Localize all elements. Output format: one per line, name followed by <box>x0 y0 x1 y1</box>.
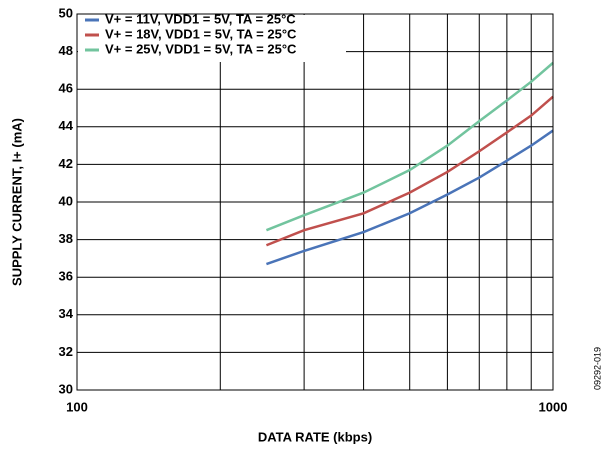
y-axis-title: SUPPLY CURRENT, I+ (mA) <box>9 118 24 286</box>
x-tick-label: 1000 <box>539 399 568 414</box>
y-tick-label: 40 <box>59 193 73 208</box>
line <box>266 129 554 266</box>
y-tick-label: 44 <box>59 118 74 133</box>
legend-label: V+ = 25V, VDD1 = 5V, TA = 25°C <box>105 41 297 56</box>
legend-label: V+ = 11V, VDD1 = 5V, TA = 25°C <box>105 11 296 26</box>
y-tick-label: 38 <box>59 231 73 246</box>
y-tick-label: 30 <box>59 381 73 396</box>
plot-frame <box>76 13 554 391</box>
y-tick-label: 48 <box>59 43 73 58</box>
x-axis-title: DATA RATE (kbps) <box>258 429 372 444</box>
line <box>265 95 554 247</box>
x-tick-label: 100 <box>66 399 88 414</box>
y-tick-label: 36 <box>59 269 73 284</box>
legend-box <box>78 15 346 62</box>
figure-id: 09292-019 <box>592 347 602 390</box>
y-tick-label: 50 <box>59 5 73 20</box>
line <box>265 61 554 232</box>
y-tick-label: 34 <box>59 306 74 321</box>
legend-label: V+ = 18V, VDD1 = 5V, TA = 25°C <box>105 26 297 41</box>
y-tick-label: 42 <box>59 156 73 171</box>
y-tick-label: 46 <box>59 81 73 96</box>
y-tick-label: 32 <box>59 344 73 359</box>
